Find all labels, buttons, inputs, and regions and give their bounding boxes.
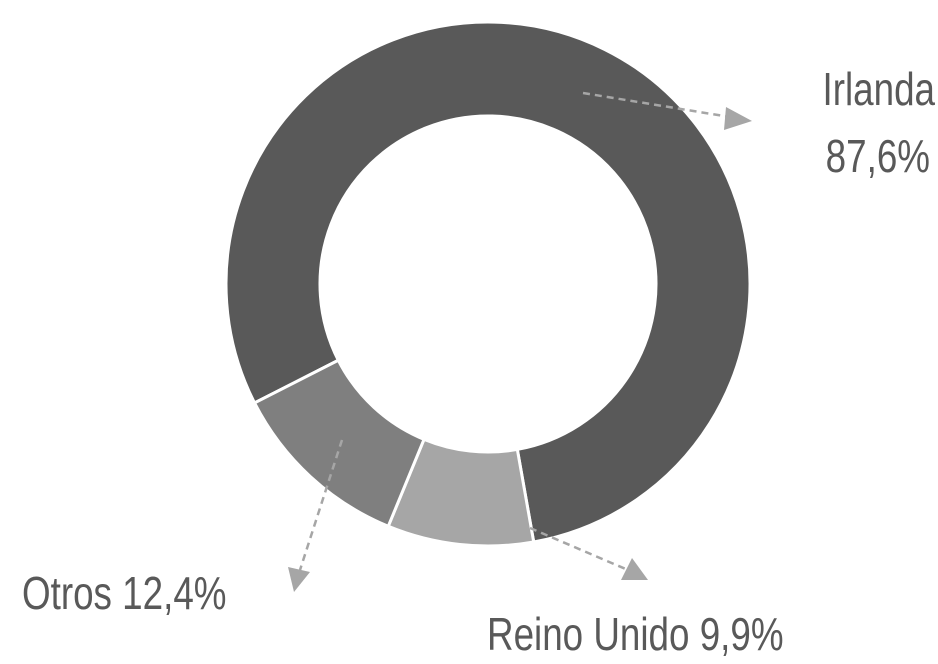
slice-label: Reino Unido 9,9% [487, 608, 784, 660]
category-label: Otros [22, 567, 112, 619]
category-label: Irlanda [823, 63, 936, 115]
leader-line [298, 439, 344, 571]
slice-label: Otros 12,4% [22, 567, 226, 619]
value-label: 9,9% [700, 608, 784, 660]
slice [224, 20, 752, 544]
label-group: 87,6% [826, 130, 930, 182]
arrow-head [621, 558, 648, 580]
leader-line [582, 91, 731, 119]
slices [224, 20, 752, 548]
value-label: 12,4% [122, 567, 226, 619]
arrow-head [288, 567, 310, 592]
category-label: Reino Unido [487, 608, 689, 660]
slice [252, 358, 426, 529]
label-group: Reino Unido 9,9% [487, 608, 784, 660]
arrow-head [724, 107, 752, 130]
label-group: Irlanda [823, 63, 936, 115]
leader-line [529, 526, 629, 572]
label-group: Otros 12,4% [22, 567, 226, 619]
value-label: 87,6% [826, 130, 930, 182]
leader-lines [288, 91, 752, 592]
